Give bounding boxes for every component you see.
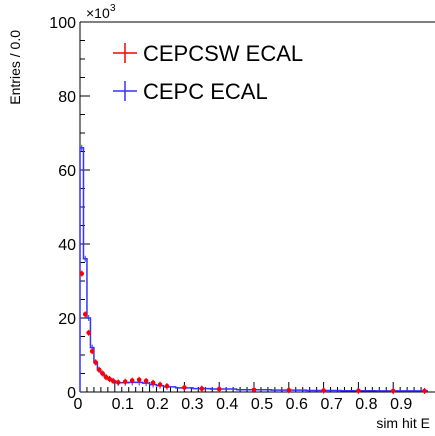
y-multiplier-exponent: 3 [110,3,116,14]
y-tick-label: 100 [49,15,76,32]
cepcsw-data-point [390,388,396,394]
y-axis-title: Entries / 0.0 [7,30,23,105]
cepcsw-data-point [82,312,88,317]
cepcsw-data-point [86,330,91,336]
x-tick-label: 0.9 [390,396,412,413]
x-tick-label: 0.3 [181,396,203,413]
legend-label-cepc: CEPC ECAL [143,79,268,104]
cepcsw-data-point [321,388,326,393]
cepcsw-data-point [136,377,142,383]
x-tick-label: 0.6 [286,396,308,413]
series-cepc-step-line [79,147,428,392]
cepcsw-data-point [110,378,116,384]
y-tick-label: 40 [58,237,76,254]
legend-marker-cepc [113,81,137,101]
x-tick-label: 0.2 [146,396,168,413]
x-tick-label: 0.5 [251,396,273,413]
x-tick-label: 0.8 [355,396,377,413]
y-ticks: 0 20 40 60 80 100 [49,15,90,402]
x-axis-title: sim hit E [376,415,430,431]
x-tick-label: 0.1 [112,396,134,413]
x-ticks: 0 0.1 0.2 0.3 0.4 0.5 0.6 0.7 0.8 0.9 [74,382,422,413]
x-tick-label: 0.7 [320,396,342,413]
cepcsw-data-point [100,371,105,376]
cepcsw-data-point [157,382,163,387]
cepcsw-data-point [79,271,85,276]
legend-marker-cepcsw [113,43,137,63]
legend-label-cepcsw: CEPCSW ECAL [143,41,303,66]
cepcsw-data-point [286,387,292,393]
cepcsw-data-point [164,383,170,389]
cepcsw-data-point [150,380,156,386]
cepcsw-data-point [96,367,102,373]
cepcsw-data-point [89,349,95,354]
y-tick-label: 60 [58,163,76,180]
cepcsw-data-point [122,379,128,384]
cepcsw-data-point [216,386,222,392]
cepcsw-data-point [422,388,427,394]
legend: CEPCSW ECAL CEPC ECAL [113,41,303,104]
y-tick-label: 0 [67,385,76,402]
cepcsw-data-point [199,386,205,391]
y-tick-label: 20 [58,311,76,328]
y-tick-label: 80 [58,89,76,106]
cepcsw-data-point [251,387,257,393]
x-tick-label: 0 [74,396,83,413]
cepcsw-data-point [107,376,112,382]
cepcsw-data-point [115,380,121,385]
series-layer [79,144,428,394]
cepcsw-data-point [143,378,149,384]
x-tick-label: 0.4 [216,396,238,413]
cepcsw-data-point [129,378,135,383]
cepcsw-data-point [103,374,109,380]
y-multiplier: ×10 [86,5,110,21]
cepcsw-data-point [93,360,98,365]
cepcsw-data-point [182,385,187,390]
cepcsw-data-point [356,388,361,394]
